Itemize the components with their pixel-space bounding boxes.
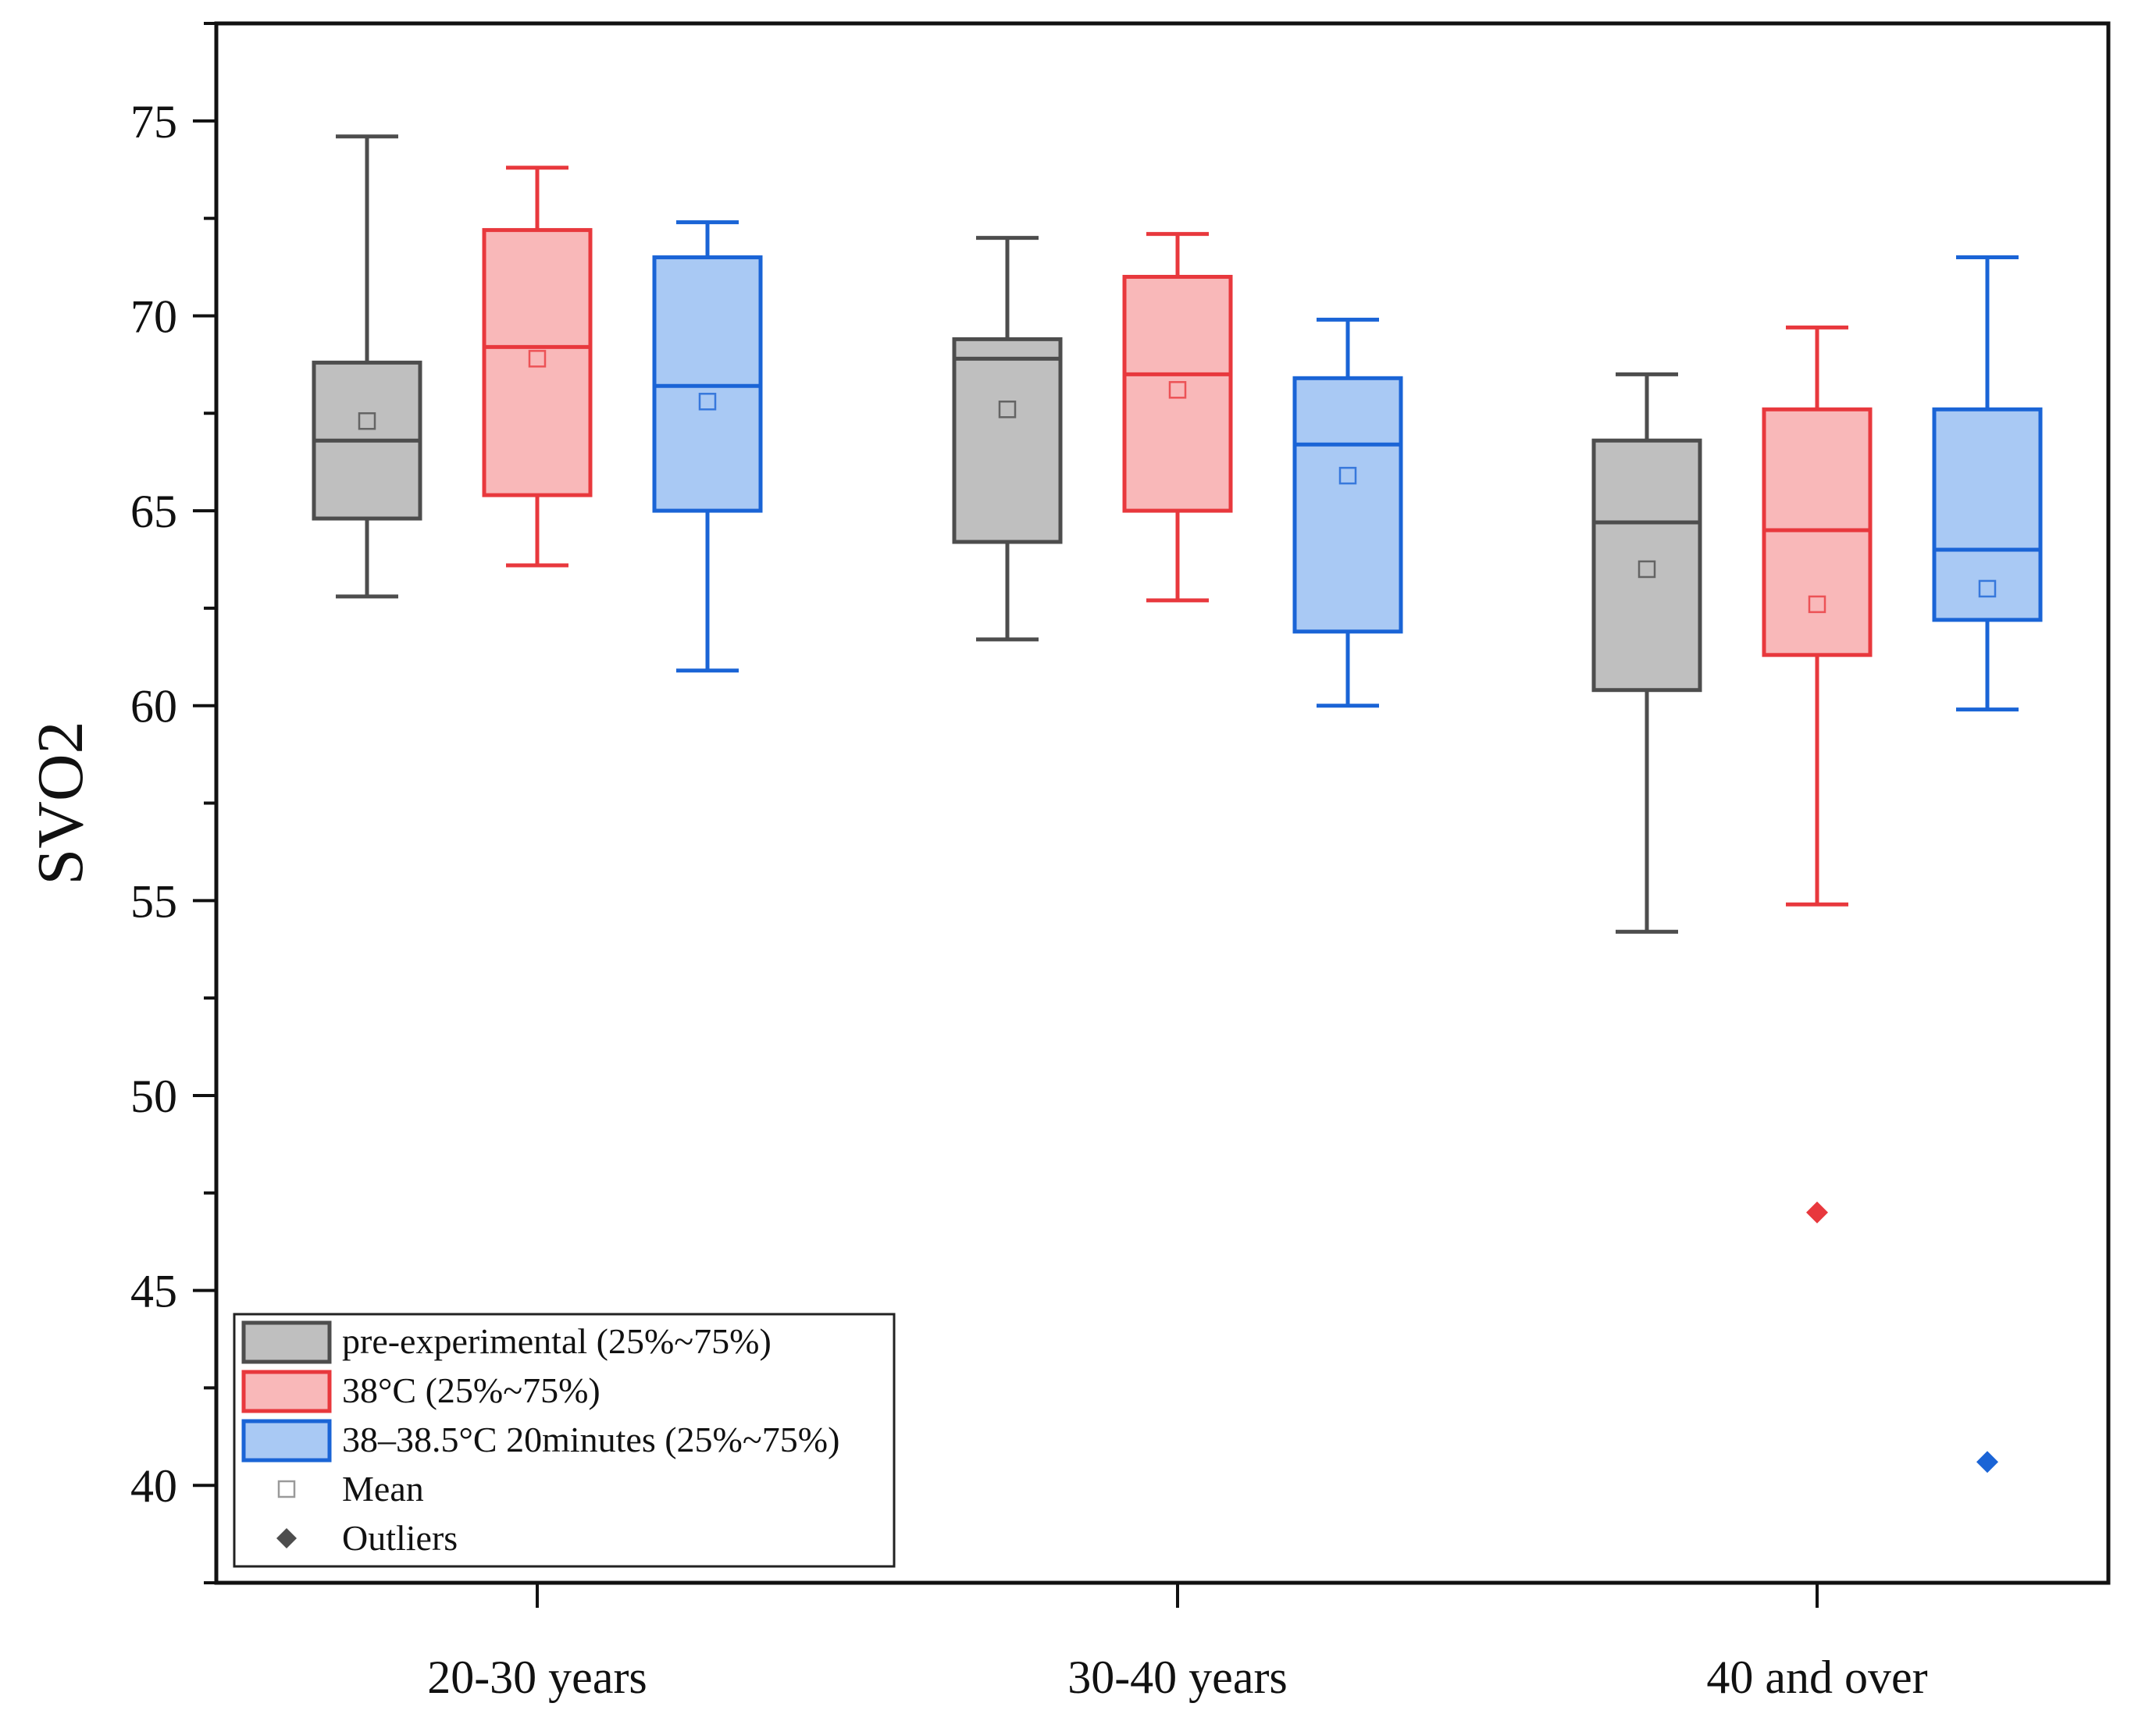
box-group — [652, 220, 763, 673]
y-tick-label: 75 — [130, 96, 177, 148]
mean-marker — [1978, 579, 1997, 598]
legend: pre-experimental (25%~75%) 38°C (25%~75%)… — [233, 1313, 896, 1568]
legend-mean-marker — [277, 1480, 296, 1498]
legend-label: 38–38.5°C 20minutes (25%~75%) — [342, 1420, 839, 1459]
y-axis-title: SVO2 — [24, 721, 97, 885]
iqr-box — [1591, 438, 1702, 693]
legend-outlier-marker — [276, 1528, 297, 1548]
y-tick-label: 70 — [130, 290, 177, 342]
box-group — [1932, 255, 2043, 1473]
x-tick-label: 30-40 years — [1067, 1652, 1288, 1703]
y-tick-label: 50 — [130, 1071, 177, 1122]
outlier-point — [1806, 1201, 1828, 1224]
mean-marker — [698, 393, 717, 411]
box-group — [312, 134, 422, 599]
outlier-point — [1976, 1451, 1998, 1473]
iqr-box — [952, 337, 1063, 544]
box-group — [1292, 317, 1403, 708]
box-groups — [312, 134, 2043, 1473]
y-tick-label: 45 — [130, 1266, 177, 1317]
x-tick-label: 20-30 years — [427, 1652, 647, 1703]
x-tick-label: 40 and over — [1706, 1652, 1927, 1703]
legend-swatch — [241, 1419, 332, 1463]
mean-marker — [358, 412, 376, 430]
legend-label: pre-experimental (25%~75%) — [342, 1321, 772, 1361]
mean-marker — [1338, 466, 1357, 485]
legend-label: 38°C (25%~75%) — [342, 1370, 600, 1410]
iqr-box — [1932, 407, 2043, 622]
iqr-box — [482, 228, 593, 497]
box-group — [482, 166, 593, 568]
box-group — [1591, 372, 1702, 934]
x-axis: 20-30 years 30-40 years 40 and over — [427, 1583, 1928, 1703]
mean-marker — [1168, 381, 1187, 399]
iqr-box — [1122, 275, 1233, 513]
mean-marker — [1637, 560, 1656, 579]
legend-swatch — [241, 1370, 332, 1413]
box-group — [1762, 325, 1873, 1224]
mean-marker — [528, 350, 547, 368]
box-group — [1122, 232, 1233, 603]
iqr-box — [1292, 376, 1403, 634]
mean-marker — [1808, 595, 1826, 614]
legend-label: Outliers — [342, 1518, 458, 1558]
y-tick-label: 65 — [130, 486, 177, 537]
legend-box — [233, 1313, 896, 1568]
legend-label: Mean — [342, 1469, 424, 1509]
mean-marker — [998, 401, 1017, 419]
y-tick-label: 40 — [130, 1460, 177, 1512]
y-tick-label: 55 — [130, 875, 177, 927]
y-tick-label: 60 — [130, 681, 177, 732]
y-axis: 40 45 50 55 60 65 70 75 SVO2 — [24, 22, 216, 1584]
box-group — [952, 236, 1063, 642]
legend-swatch — [241, 1320, 332, 1364]
